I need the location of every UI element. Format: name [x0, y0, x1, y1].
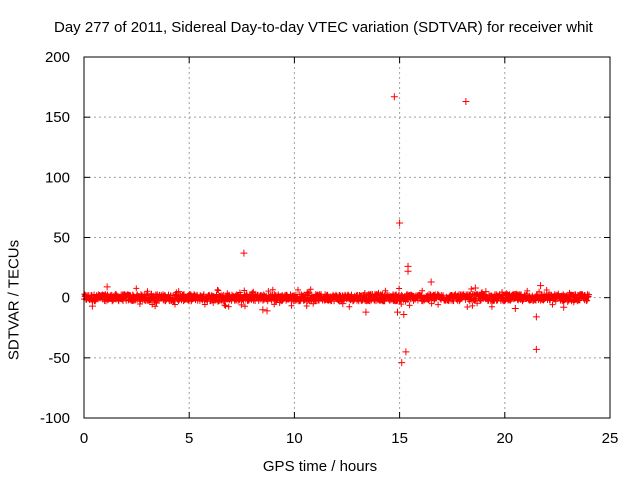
plot-frame [83, 56, 611, 419]
data-point [462, 98, 470, 106]
data-point [276, 298, 284, 306]
data-point [537, 282, 545, 290]
data-point [404, 267, 412, 275]
data-point [88, 302, 96, 310]
y-tick-label: -50 [48, 350, 70, 367]
data-point [240, 249, 248, 257]
data-point [532, 313, 540, 321]
data-point [402, 348, 410, 356]
data-point [427, 278, 435, 286]
x-tick-label: 10 [286, 430, 303, 447]
x-tick-label: 15 [391, 430, 408, 447]
x-tick-label: 20 [496, 430, 513, 447]
data-point [560, 303, 568, 311]
data-point [396, 219, 404, 227]
x-tick-label: 25 [602, 430, 619, 447]
y-axis-label: SDTVAR / TECUs [5, 239, 23, 361]
data-point [362, 308, 370, 316]
data-point [103, 283, 111, 291]
x-tick-label: 5 [185, 430, 193, 447]
data-point [339, 300, 347, 308]
x-axis-label: GPS time / hours [262, 458, 378, 475]
data-point [175, 288, 183, 296]
data-point [263, 307, 271, 315]
y-tick-label: 150 [45, 109, 70, 126]
data-point [400, 311, 408, 319]
data-point [259, 306, 267, 314]
data-point [532, 345, 540, 353]
data-point [393, 308, 401, 316]
y-tick-label: 200 [45, 49, 70, 66]
chart-title: Day 277 of 2011, Sidereal Day-to-day VTE… [54, 19, 593, 36]
y-tick-label: 50 [53, 230, 70, 247]
data-point [482, 288, 490, 296]
y-tick-label: 100 [45, 169, 70, 186]
data-point [471, 284, 479, 292]
data-point [390, 93, 398, 101]
data-point [398, 359, 406, 367]
y-tick-label: 0 [62, 290, 70, 307]
y-tick-label: -100 [40, 410, 70, 427]
x-tick-label: 0 [80, 430, 88, 447]
data-point [511, 304, 519, 312]
